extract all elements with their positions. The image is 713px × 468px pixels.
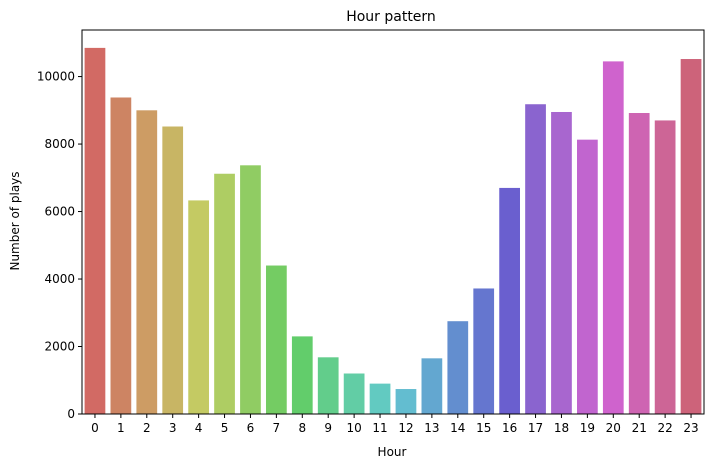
bar-hour-12 xyxy=(395,389,417,414)
bar-hour-0 xyxy=(84,47,106,415)
x-tick-label: 3 xyxy=(169,421,177,435)
bar-hour-18 xyxy=(551,111,572,414)
x-tick-label: 16 xyxy=(502,421,517,435)
bars-group xyxy=(84,47,702,415)
x-tick-label: 6 xyxy=(247,421,255,435)
bar-hour-11 xyxy=(369,383,391,414)
bar-hour-3 xyxy=(162,126,184,414)
bar-hour-10 xyxy=(343,373,365,414)
bar-hour-9 xyxy=(317,357,339,414)
y-tick-label: 6000 xyxy=(44,205,75,219)
bar-hour-20 xyxy=(602,61,624,414)
x-tick-label: 0 xyxy=(91,421,99,435)
y-axis-title: Number of plays xyxy=(8,171,22,270)
chart-title: Hour pattern xyxy=(346,9,436,25)
bar-hour-4 xyxy=(188,200,209,414)
x-tick-label: 11 xyxy=(372,421,387,435)
bar-hour-22 xyxy=(654,120,676,414)
x-tick-label: 17 xyxy=(528,421,543,435)
x-tick-label: 19 xyxy=(580,421,595,435)
bar-hour-14 xyxy=(447,321,469,414)
x-axis-ticks: 0 1 2 3 4 5 6 7 8 9 10 11 12 13 14 15 16 17 18 19 20 21 22 23 xyxy=(91,414,699,435)
x-tick-label: 14 xyxy=(450,421,465,435)
y-tick-label: 0 xyxy=(67,407,75,421)
x-tick-label: 22 xyxy=(657,421,672,435)
bar-hour-5 xyxy=(214,173,235,414)
x-tick-label: 23 xyxy=(683,421,698,435)
bar-hour-17 xyxy=(525,104,546,414)
bar-hour-8 xyxy=(291,336,313,414)
x-tick-label: 18 xyxy=(554,421,569,435)
x-tick-label: 21 xyxy=(632,421,647,435)
bar-hour-13 xyxy=(421,358,443,414)
x-tick-label: 7 xyxy=(273,421,281,435)
bar-hour-23 xyxy=(680,59,702,414)
x-tick-label: 15 xyxy=(476,421,491,435)
x-tick-label: 1 xyxy=(117,421,125,435)
x-tick-label: 13 xyxy=(424,421,439,435)
x-tick-label: 10 xyxy=(346,421,361,435)
y-tick-label: 4000 xyxy=(44,272,75,286)
x-axis-title: Hour xyxy=(378,445,407,459)
x-tick-label: 8 xyxy=(298,421,306,435)
plot-frame xyxy=(81,29,705,415)
bar-hour-15 xyxy=(473,288,495,414)
y-tick-label: 8000 xyxy=(44,137,75,151)
bar-hour-1 xyxy=(110,97,132,414)
x-tick-label: 20 xyxy=(606,421,621,435)
x-tick-label: 12 xyxy=(398,421,413,435)
bar-hour-2 xyxy=(136,110,158,414)
y-tick-label: 10000 xyxy=(37,70,75,84)
y-tick-label: 2000 xyxy=(44,340,75,354)
y-axis-ticks: 0 2000 4000 6000 8000 10000 xyxy=(37,70,82,421)
x-tick-label: 9 xyxy=(324,421,332,435)
bar-hour-21 xyxy=(628,113,650,414)
bar-hour-19 xyxy=(577,139,598,414)
x-tick-label: 4 xyxy=(195,421,203,435)
bar-hour-7 xyxy=(266,265,287,414)
x-tick-label: 2 xyxy=(143,421,151,435)
bar-hour-16 xyxy=(499,187,520,414)
bar-hour-6 xyxy=(240,165,261,414)
x-tick-label: 5 xyxy=(221,421,229,435)
